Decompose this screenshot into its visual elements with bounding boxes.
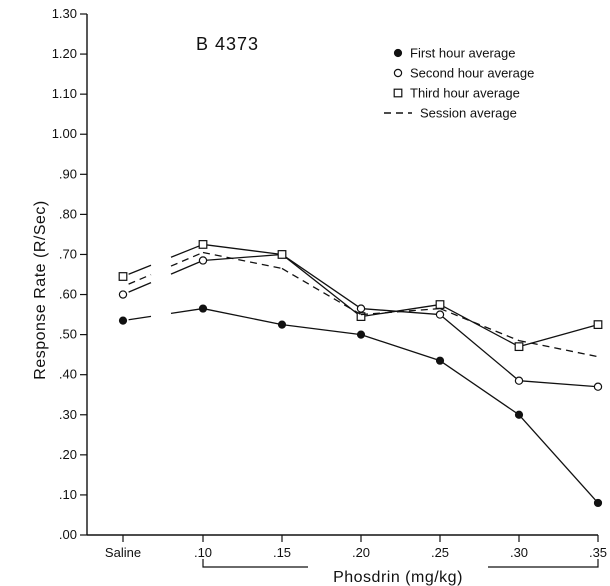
series-segment	[360, 307, 441, 316]
data-point	[593, 382, 603, 391]
series-segment	[170, 251, 204, 267]
legend-entry: Third hour average	[393, 86, 520, 101]
series-segment	[439, 314, 520, 382]
data-point	[435, 356, 445, 365]
x-tick-label: .20	[352, 545, 370, 560]
legend-entry: First hour average	[393, 46, 516, 61]
series-segment	[170, 307, 204, 315]
series-segment	[202, 251, 283, 270]
data-point	[593, 498, 603, 508]
series-segment	[360, 303, 441, 318]
y-tick-label: .20	[59, 447, 77, 462]
y-tick-label: 1.10	[52, 86, 77, 101]
y-tick-label: 1.20	[52, 46, 77, 61]
series-segment	[518, 339, 599, 358]
legend-label: Session average	[420, 106, 517, 121]
series-segment	[518, 414, 599, 504]
series-layer	[118, 240, 603, 508]
legend-label: Third hour average	[410, 86, 520, 101]
data-point	[356, 330, 366, 339]
y-tick-label: .90	[59, 166, 77, 181]
legend-entry: Second hour average	[393, 66, 534, 81]
series-segment	[281, 323, 362, 336]
series-segment	[281, 267, 362, 316]
legend-label: First hour average	[410, 46, 516, 61]
series-segment	[439, 360, 520, 416]
x-bracket-left	[202, 559, 308, 568]
y-tick-label: .30	[59, 407, 77, 422]
series-segment	[170, 243, 204, 258]
series-segment	[128, 282, 152, 293]
series-4	[128, 251, 599, 358]
data-point	[277, 250, 287, 259]
chart-title: B 4373	[196, 34, 259, 54]
y-tick-label: .60	[59, 287, 77, 302]
data-point	[435, 310, 445, 319]
series-segment	[128, 315, 152, 321]
series-1	[118, 304, 603, 508]
series-segment	[202, 243, 283, 256]
data-point	[593, 320, 603, 329]
series-segment	[281, 253, 362, 310]
data-point	[198, 304, 208, 313]
x-axis-title: Phosdrin (mg/kg)	[333, 569, 463, 586]
x-tick-label: Saline	[105, 545, 141, 560]
x-tick-label: .10	[194, 545, 212, 560]
legend-swatch	[393, 88, 403, 98]
legend-label: Second hour average	[410, 66, 534, 81]
series-segment	[128, 274, 152, 285]
series-segment	[170, 259, 204, 275]
legend-entry: Session average	[384, 106, 517, 121]
x-tick-label: .25	[431, 545, 449, 560]
data-point	[514, 376, 524, 385]
data-point	[277, 320, 287, 329]
data-point	[356, 304, 366, 313]
x-tick-label: .30	[510, 545, 528, 560]
data-point	[435, 300, 445, 309]
data-point	[198, 240, 208, 249]
y-tick-label: 1.30	[52, 6, 77, 21]
series-segment	[439, 303, 520, 348]
y-tick-label: .80	[59, 206, 77, 221]
series-segment	[360, 333, 441, 362]
axes: .00 .10 .20 .30 .40 .50 .60 .70 .80 .90 1.00 1.10 1.…	[52, 6, 607, 568]
data-point	[514, 342, 524, 352]
data-point	[514, 410, 524, 419]
data-point	[118, 316, 128, 325]
series-segment	[439, 307, 520, 342]
data-point	[118, 272, 128, 281]
series-segment	[202, 253, 283, 262]
series-segment	[202, 307, 283, 326]
x-bracket-right	[488, 559, 599, 568]
legend: First hour average Second hour average Thi…	[384, 46, 534, 121]
y-tick-label: .40	[59, 367, 77, 382]
data-point	[118, 290, 128, 299]
y-tick-label: 1.00	[52, 126, 77, 141]
series-segment	[518, 380, 599, 388]
y-tick-label: .50	[59, 327, 77, 342]
legend-swatch	[393, 48, 403, 58]
data-point	[356, 312, 366, 321]
series-segment	[128, 264, 152, 275]
x-tick-label: .15	[273, 545, 291, 560]
y-tick-label: .70	[59, 246, 77, 261]
y-tick-label: .00	[59, 527, 77, 542]
data-point	[198, 256, 208, 265]
y-axis-title: Response Rate (R/Sec)	[32, 200, 49, 379]
y-tick-label: .10	[59, 487, 77, 502]
legend-swatch	[393, 68, 403, 78]
x-tick-label: .35	[589, 545, 607, 560]
